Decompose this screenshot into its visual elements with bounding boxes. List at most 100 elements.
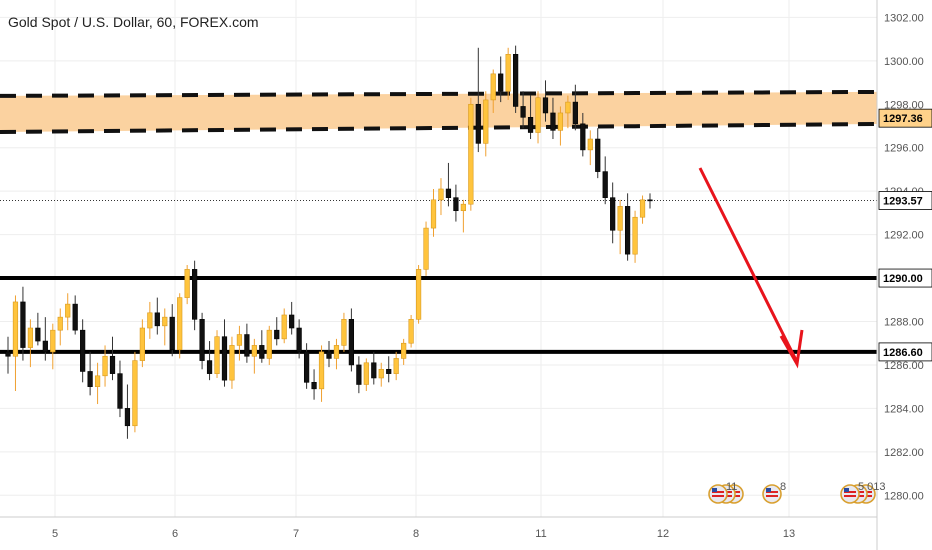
zone-price-tag: 1297.36: [878, 108, 932, 128]
us-flag-icon: [708, 484, 728, 504]
candle-body: [229, 345, 235, 381]
candle-body: [513, 54, 519, 107]
event-marker-count: 5 013: [858, 481, 886, 493]
zone-lower-edge: [0, 121, 878, 134]
x-tick-label: 7: [293, 528, 299, 540]
y-tick-label: 1300.00: [884, 56, 924, 68]
candle-body: [169, 316, 175, 351]
candle-body: [527, 117, 534, 133]
candle-body: [162, 316, 168, 327]
candle-body: [483, 99, 489, 144]
level-price-tag: 1286.60: [878, 342, 932, 362]
price-tag-label: 1286.60: [883, 347, 923, 359]
y-tick-label: 1282.00: [884, 447, 924, 459]
x-tick-label: 8: [413, 528, 419, 540]
flag-canton: [766, 488, 771, 492]
candle-body: [647, 199, 653, 202]
candle-body: [378, 368, 384, 379]
candle-body: [139, 327, 145, 361]
flag-stripe: [712, 495, 724, 497]
candle-body: [281, 314, 287, 340]
candle-body: [199, 319, 205, 361]
candle-body: [251, 345, 257, 357]
candle-body: [363, 362, 369, 385]
candle-body: [348, 319, 355, 366]
down-arrow: [698, 167, 804, 369]
event-marker[interactable]: 8: [762, 481, 786, 504]
candle-body: [580, 123, 586, 151]
candle-body: [72, 303, 78, 331]
candle-body: [326, 351, 332, 359]
candle-body: [550, 112, 556, 131]
candle-body: [5, 351, 11, 357]
x-tick-label: 12: [657, 528, 669, 540]
candle-body: [132, 360, 138, 427]
candle-body: [102, 355, 108, 377]
x-tick-label: 11: [535, 528, 546, 540]
us-flag-icon: [762, 484, 782, 504]
x-tick-label: 13: [783, 528, 795, 540]
arrow-shaft: [698, 167, 799, 363]
y-tick-label: 1302.00: [884, 12, 924, 24]
flag-stripe: [712, 491, 724, 493]
event-marker[interactable]: 11: [708, 481, 744, 504]
candle-body: [147, 312, 153, 329]
candle-body: [266, 329, 272, 359]
candle-body: [57, 316, 63, 331]
resistance-zone: [0, 89, 878, 134]
candle-body: [386, 368, 392, 374]
candle-body: [595, 138, 601, 172]
y-tick-label: 1284.00: [884, 403, 924, 415]
candle-body: [65, 303, 71, 318]
flag-stripe: [766, 495, 778, 497]
candle-body: [341, 319, 347, 346]
candle-body: [401, 342, 407, 359]
candle-body: [617, 206, 623, 231]
event-markers[interactable]: 11 8 5 013: [708, 481, 886, 504]
event-marker[interactable]: 5 013: [840, 481, 886, 504]
support-levels: [0, 200, 877, 354]
y-tick-label: 1296.00: [884, 143, 924, 155]
candle-body: [206, 360, 213, 374]
candle-body: [296, 327, 302, 353]
price-tag-bg: [878, 268, 932, 288]
candle-body: [184, 269, 190, 298]
x-tick-label: 6: [172, 528, 178, 540]
candle-body: [423, 227, 429, 270]
candle-body: [542, 97, 549, 114]
candle-body: [408, 319, 414, 344]
candle-body: [557, 112, 564, 131]
candle-body: [124, 408, 131, 427]
candle-body: [639, 199, 646, 218]
chart-title: Gold Spot / U.S. Dollar, 60, FOREX.com: [8, 14, 259, 30]
candle-body: [460, 203, 466, 212]
flag-stripe: [766, 491, 778, 493]
candle-body: [453, 197, 459, 212]
flag-stripe: [844, 491, 856, 493]
event-marker-count: 11: [726, 481, 737, 493]
current-price-tag: 1293.57: [878, 191, 932, 210]
candle-body: [565, 101, 571, 114]
candle-body: [468, 103, 474, 205]
candle-body: [177, 297, 183, 351]
price-tag-bg: [878, 191, 932, 210]
candle-body: [535, 97, 541, 133]
price-tag-label: 1293.57: [883, 196, 923, 208]
candle-body: [356, 364, 362, 385]
candle-body: [311, 382, 317, 390]
flag-canton: [712, 488, 717, 492]
price-tag-bg: [878, 342, 932, 362]
candle-body: [42, 340, 48, 353]
candle-body: [632, 216, 638, 255]
candle-body: [520, 106, 526, 118]
candle-body: [12, 301, 19, 357]
candle-body: [415, 269, 422, 320]
candle-body: [289, 314, 295, 329]
candle-body: [20, 301, 26, 348]
candle-body: [221, 336, 228, 381]
candle-body: [94, 375, 101, 387]
candle-body: [371, 362, 377, 379]
candle-body: [236, 334, 243, 346]
